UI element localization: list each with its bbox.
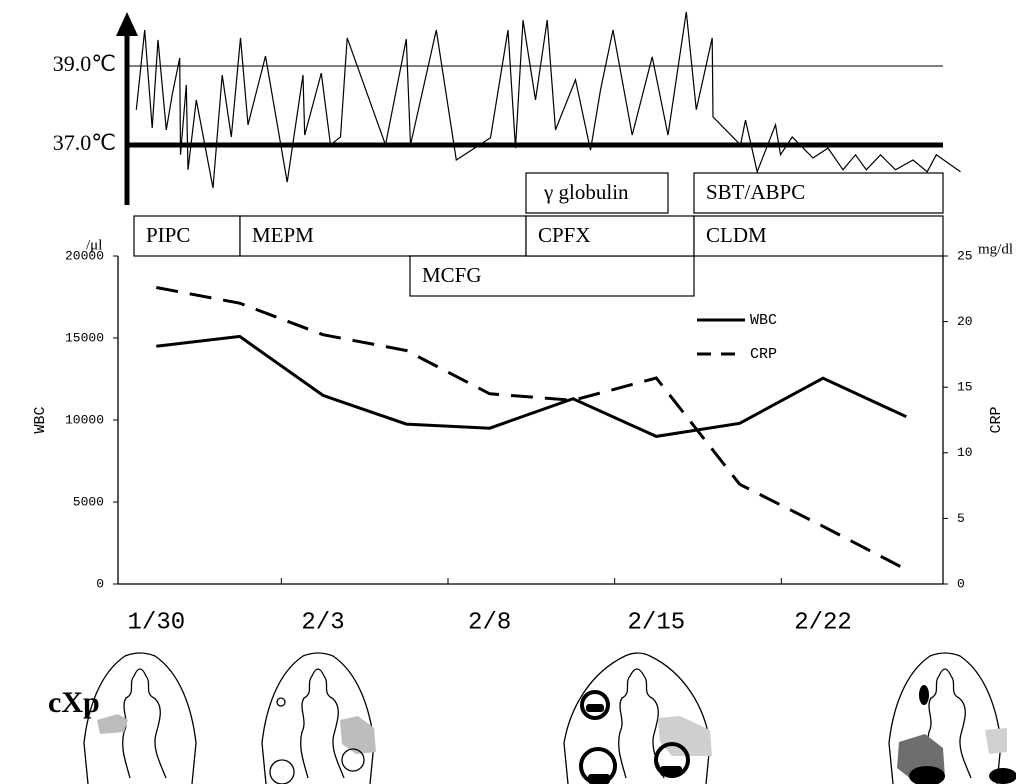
- y2-axis-label: CRP: [988, 406, 1005, 433]
- xray-label: cXp: [48, 686, 100, 719]
- y2-tick-label: 25: [957, 248, 973, 263]
- drug-label: PIPC: [146, 223, 190, 247]
- series-line: [156, 336, 906, 436]
- x-tick-label: 2/8: [468, 609, 511, 636]
- series-line: [156, 288, 906, 570]
- drug-label: CLDM: [706, 223, 767, 247]
- y-axis-label: WBC: [32, 406, 49, 433]
- xray-1: [84, 653, 196, 784]
- xray-2: [262, 653, 376, 784]
- page: cXp 37.0℃39.0℃05000100001500020000051015…: [0, 0, 1016, 784]
- temp-axis-arrow: [116, 12, 138, 36]
- y-tick-label: 5000: [73, 494, 104, 509]
- legend-label: CRP: [750, 346, 777, 363]
- y-tick-label: 0: [96, 576, 104, 591]
- drug-label: SBT/ABPC: [706, 180, 805, 204]
- y2-tick-label: 20: [957, 314, 973, 329]
- y2-tick-label: 5: [957, 511, 965, 526]
- x-tick-label: 1/30: [128, 609, 186, 636]
- y-tick-label: 39.0℃: [53, 51, 116, 76]
- x-tick-label: 2/22: [794, 609, 852, 636]
- legend-label: WBC: [750, 312, 777, 329]
- y2-unit: mg/dl: [978, 241, 1013, 257]
- x-tick-label: 2/15: [628, 609, 686, 636]
- y2-tick-label: 10: [957, 445, 973, 460]
- temperature-line: [136, 12, 960, 188]
- drug-label: γ globulin: [543, 180, 629, 204]
- xray-3: [564, 653, 712, 784]
- y-unit: /μl: [86, 237, 102, 253]
- y2-tick-label: 15: [957, 380, 973, 395]
- y-tick-label: 15000: [65, 330, 104, 345]
- y2-tick-label: 0: [957, 576, 965, 591]
- drug-label: MEPM: [252, 223, 314, 247]
- xray-4: [889, 653, 1016, 784]
- drug-label: MCFG: [422, 263, 482, 287]
- x-tick-label: 2/3: [301, 609, 344, 636]
- y-tick-label: 10000: [65, 412, 104, 427]
- drug-label: CPFX: [538, 223, 591, 247]
- y-tick-label: 37.0℃: [53, 130, 116, 155]
